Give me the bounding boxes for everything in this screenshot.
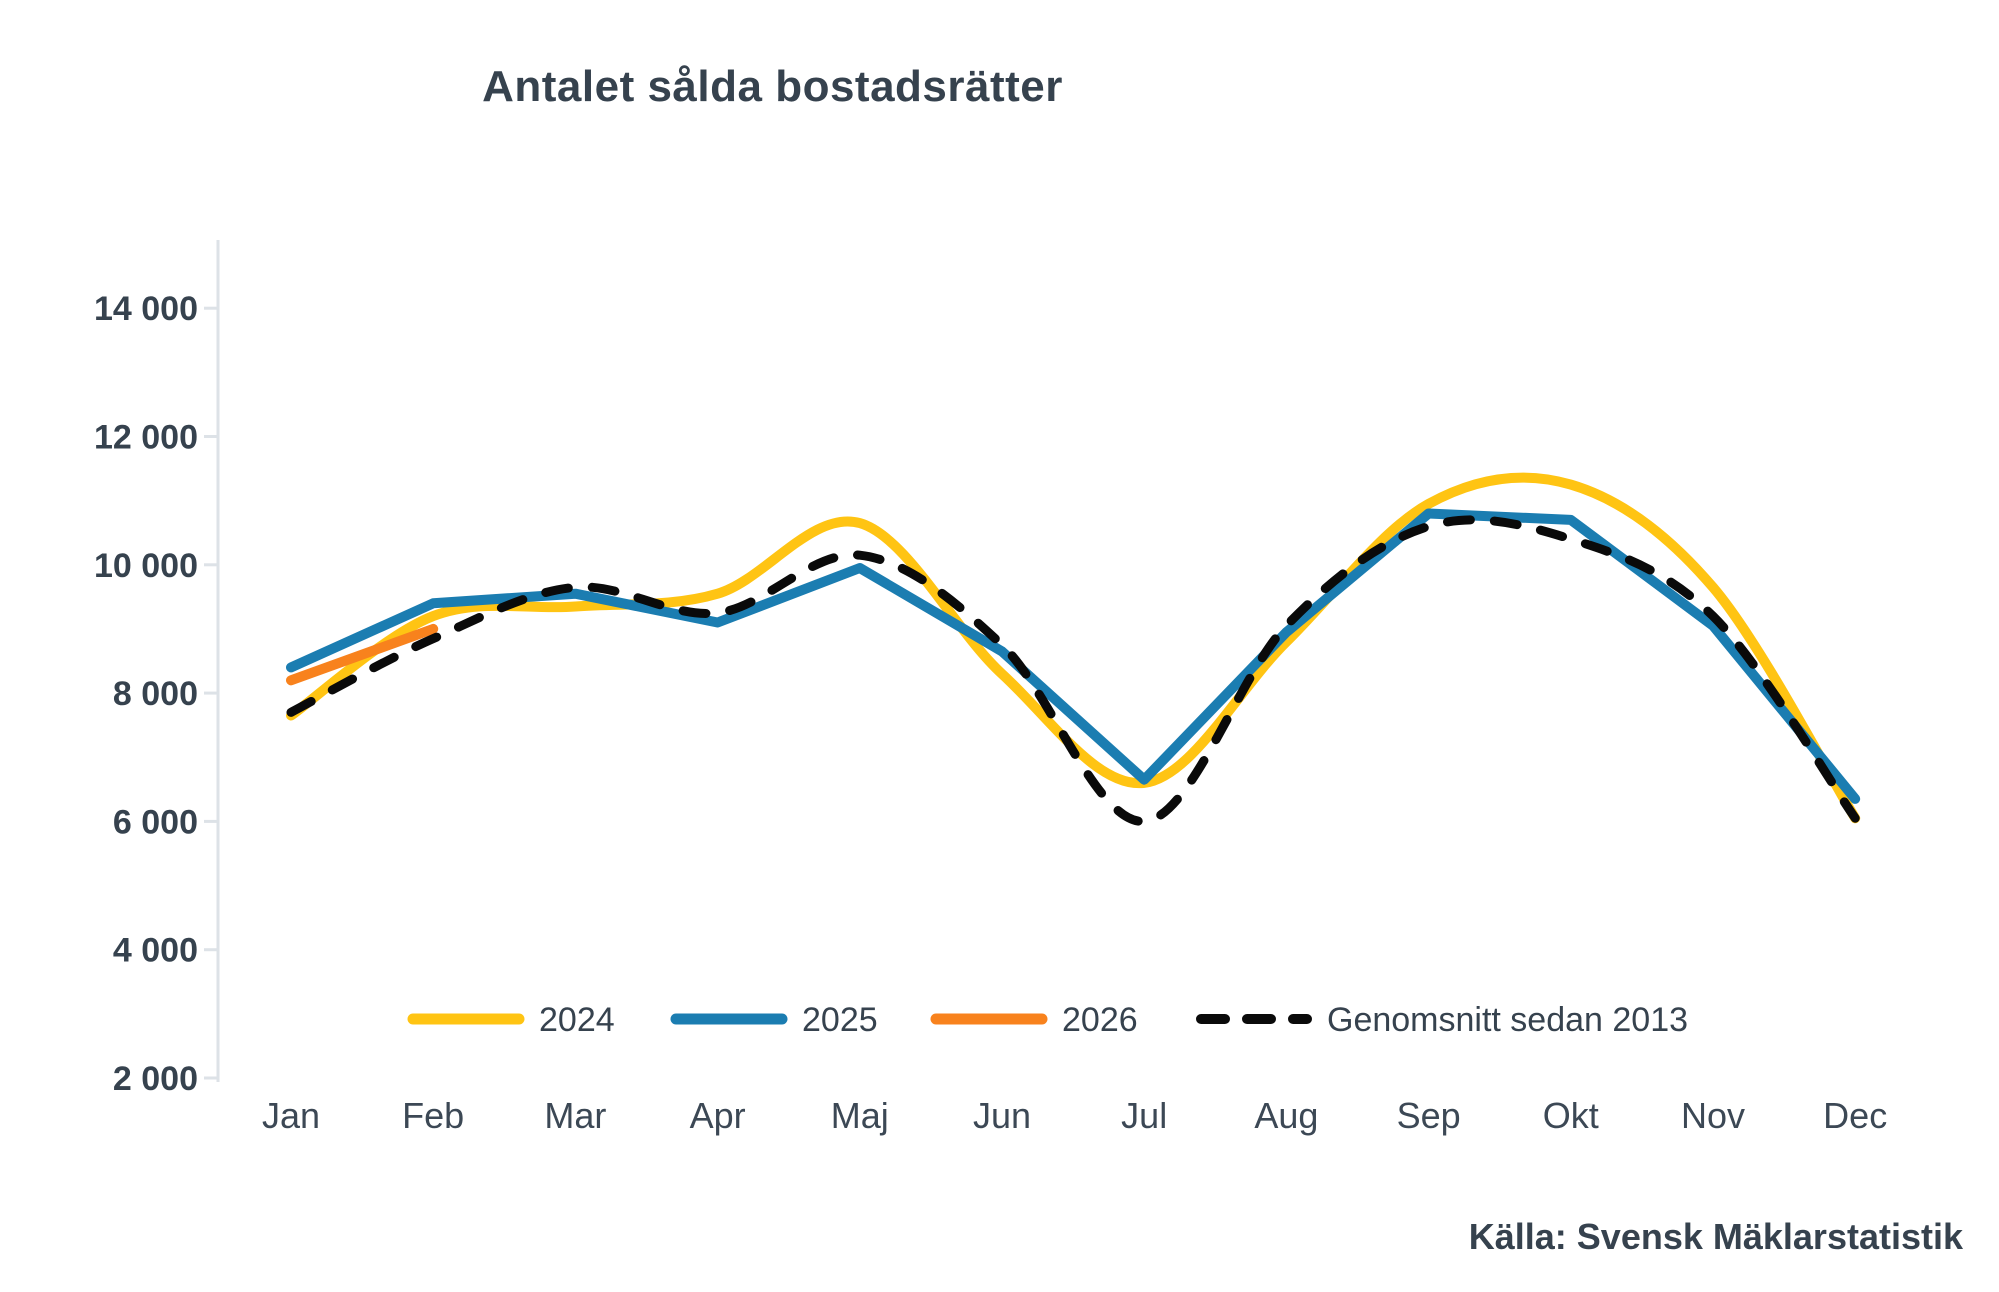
x-tick-label: Jul [1121, 1095, 1167, 1136]
x-tick-label: Nov [1681, 1095, 1745, 1136]
x-tick-label: Dec [1823, 1095, 1887, 1136]
y-tick-label: 14 000 [94, 290, 198, 328]
x-tick-label: Aug [1254, 1095, 1318, 1136]
x-tick-label: Jan [262, 1095, 320, 1136]
legend-label-2024: 2024 [539, 1001, 615, 1039]
y-tick-label: 12 000 [94, 419, 198, 457]
legend-label-2025: 2025 [802, 1001, 878, 1039]
series-line-2024 [286, 472, 1861, 824]
y-tick-label: 6 000 [113, 803, 198, 841]
legend-label-2026: 2026 [1062, 1001, 1138, 1039]
series-line-2026 [286, 623, 439, 686]
x-tick-label: Maj [831, 1095, 889, 1136]
series-line-genomsnitt-sedan-2013 [286, 515, 1860, 826]
x-tick-label: Okt [1543, 1095, 1599, 1136]
y-axis: 2 000 4 000 6 000 8 000 10 000 12 000 14 000 [94, 240, 220, 1098]
legend: 2024 2025 2026 Genomsnitt sedan 2013 [407, 1001, 1688, 1039]
y-tick-label: 4 000 [113, 932, 198, 970]
x-tick-label: Mar [544, 1095, 606, 1136]
y-tick-label: 8 000 [113, 675, 198, 713]
x-tick-label: Jun [973, 1095, 1031, 1136]
x-axis: Jan Feb Mar Apr Maj Jun Jul Aug Sep Okt Nov Dec [262, 1095, 1887, 1136]
x-tick-label: Feb [402, 1095, 464, 1136]
y-tick-label: 10 000 [94, 547, 198, 585]
legend-label-genomsnitt-sedan-2013: Genomsnitt sedan 2013 [1327, 1001, 1688, 1039]
y-tick-label: 2 000 [113, 1060, 198, 1098]
x-tick-label: Apr [690, 1095, 746, 1136]
chart-title: Antalet sålda bostadsrätter [482, 62, 1063, 111]
x-tick-label: Sep [1397, 1095, 1461, 1136]
source-credit: Källa: Svensk Mäklarstatistik [1468, 1216, 1963, 1257]
